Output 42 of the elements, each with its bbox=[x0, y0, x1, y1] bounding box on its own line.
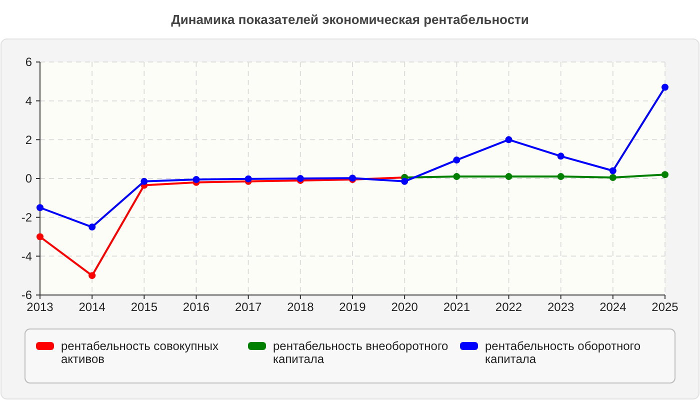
point bbox=[453, 173, 460, 180]
point bbox=[140, 178, 148, 185]
point bbox=[662, 171, 668, 178]
point bbox=[88, 272, 96, 280]
x-tick-label: 2023 bbox=[547, 300, 575, 314]
y-tick-label: 6 bbox=[25, 55, 32, 70]
x-tick-label: 2013 bbox=[26, 300, 54, 314]
point bbox=[662, 84, 668, 91]
x-tick-label: 2015 bbox=[130, 300, 158, 314]
point bbox=[557, 152, 564, 160]
point bbox=[609, 167, 616, 174]
point bbox=[453, 156, 460, 164]
y-tick-label: -2 bbox=[21, 210, 32, 225]
point bbox=[401, 178, 408, 185]
point bbox=[609, 174, 616, 182]
y-tick-label: -4 bbox=[21, 249, 32, 264]
point bbox=[505, 136, 512, 144]
point bbox=[557, 173, 564, 180]
point bbox=[36, 204, 44, 212]
legend-label: рентабельность совокупных активов bbox=[61, 339, 219, 366]
y-tick-label: 4 bbox=[25, 94, 32, 108]
point bbox=[505, 173, 512, 180]
x-tick-label: 2025 bbox=[652, 300, 679, 314]
y-tick-label: -6 bbox=[21, 288, 32, 302]
x-tick-label: 2016 bbox=[182, 300, 210, 314]
point bbox=[36, 233, 44, 240]
x-tick-label: 2019 bbox=[339, 300, 366, 314]
chart-title: Динамика показателей экономическая рентабельности bbox=[171, 12, 529, 27]
x-tick-label: 2020 bbox=[391, 300, 418, 314]
point bbox=[244, 175, 252, 182]
x-tick-label: 2017 bbox=[234, 300, 262, 314]
x-tick-label: 2022 bbox=[495, 300, 522, 314]
y-tick-label: 0 bbox=[25, 172, 32, 186]
x-tick-label: 2018 bbox=[287, 300, 314, 314]
y-tick-label: 2 bbox=[25, 132, 32, 147]
x-tick-label: 2024 bbox=[600, 300, 627, 314]
point bbox=[88, 224, 96, 231]
x-tick-label: 2014 bbox=[78, 300, 106, 314]
point bbox=[192, 176, 200, 183]
legend-label: рентабельность внеоборотного капитала bbox=[273, 339, 449, 366]
x-tick-label: 2021 bbox=[443, 300, 470, 314]
legend-label: рентабельность оборотного капитала bbox=[485, 339, 641, 366]
